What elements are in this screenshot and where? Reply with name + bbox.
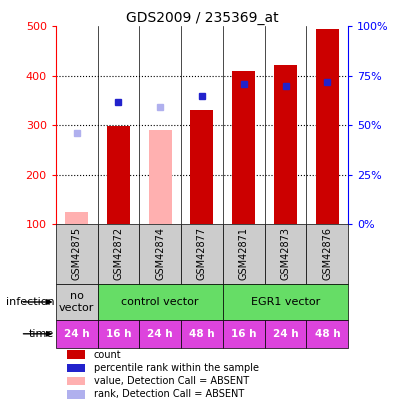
Text: rank, Detection Call = ABSENT: rank, Detection Call = ABSENT: [94, 389, 244, 399]
Bar: [191, 111, 213, 224]
Bar: [306, 224, 348, 284]
Bar: [67, 350, 85, 359]
Text: value, Detection Call = ABSENT: value, Detection Call = ABSENT: [94, 376, 249, 386]
Bar: [98, 284, 223, 320]
Bar: [56, 284, 98, 320]
Text: 16 h: 16 h: [105, 329, 131, 339]
Text: 24 h: 24 h: [64, 329, 90, 339]
Bar: [181, 320, 223, 348]
Text: infection: infection: [6, 297, 54, 307]
Bar: [265, 320, 306, 348]
Bar: [149, 130, 172, 224]
Text: 48 h: 48 h: [314, 329, 340, 339]
Bar: [107, 126, 130, 224]
Bar: [274, 65, 297, 224]
Bar: [67, 390, 85, 399]
Text: GSM42873: GSM42873: [281, 227, 291, 280]
Text: 16 h: 16 h: [231, 329, 257, 339]
Bar: [265, 224, 306, 284]
Bar: [316, 29, 339, 224]
Bar: [67, 364, 85, 372]
Bar: [181, 224, 223, 284]
Text: GSM42875: GSM42875: [72, 227, 82, 280]
Text: count: count: [94, 350, 121, 360]
Text: GSM42877: GSM42877: [197, 227, 207, 280]
Text: GSM42874: GSM42874: [155, 227, 165, 280]
Text: GSM42872: GSM42872: [113, 227, 123, 280]
Bar: [56, 224, 98, 284]
Text: percentile rank within the sample: percentile rank within the sample: [94, 363, 259, 373]
Text: 24 h: 24 h: [147, 329, 173, 339]
Bar: [223, 320, 265, 348]
Text: GSM42876: GSM42876: [322, 227, 332, 280]
Text: 24 h: 24 h: [273, 329, 298, 339]
Bar: [223, 224, 265, 284]
Bar: [306, 320, 348, 348]
Title: GDS2009 / 235369_at: GDS2009 / 235369_at: [126, 11, 278, 25]
Bar: [232, 71, 255, 224]
Bar: [139, 224, 181, 284]
Bar: [139, 320, 181, 348]
Text: EGR1 vector: EGR1 vector: [251, 297, 320, 307]
Text: 48 h: 48 h: [189, 329, 215, 339]
Text: GSM42871: GSM42871: [239, 227, 249, 280]
Bar: [56, 320, 98, 348]
Bar: [67, 377, 85, 385]
Bar: [65, 212, 88, 224]
Bar: [223, 284, 348, 320]
Text: time: time: [29, 329, 54, 339]
Bar: [98, 224, 139, 284]
Bar: [98, 320, 139, 348]
Text: no
vector: no vector: [59, 291, 94, 313]
Text: control vector: control vector: [121, 297, 199, 307]
